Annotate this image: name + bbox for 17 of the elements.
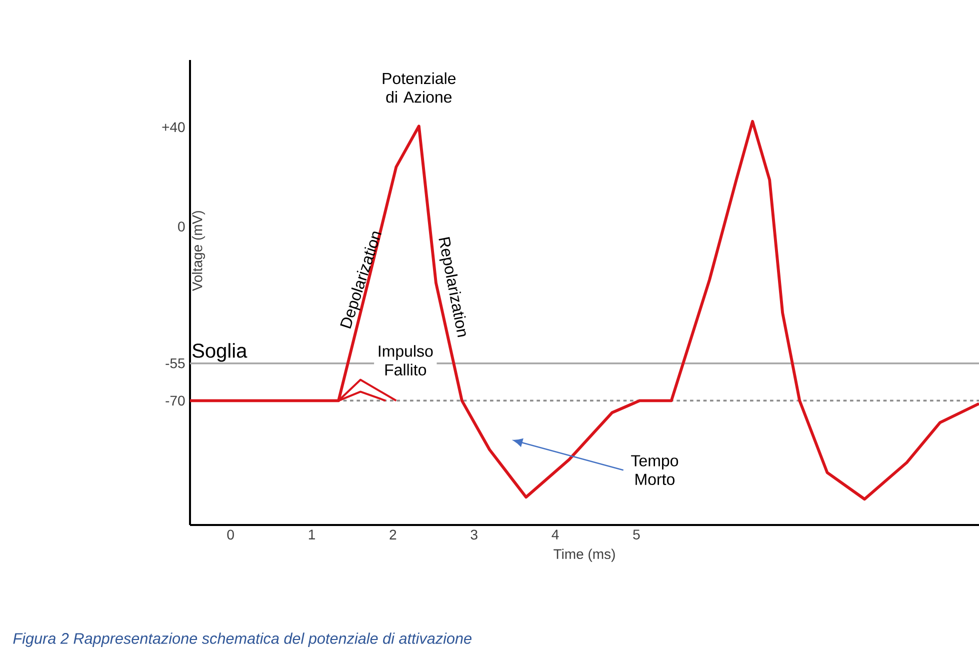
y-tick-label: +40	[162, 122, 185, 132]
y-tick-label: -55	[166, 358, 185, 368]
x-tick-label: 2	[390, 530, 396, 540]
x-tick-label: 3	[470, 530, 478, 540]
x-tick-label: 0	[227, 530, 234, 540]
y-tick-label: -70	[166, 396, 185, 406]
ref-line-label: Soglia	[192, 343, 248, 362]
annotation: Potenziale di Azione	[382, 72, 456, 103]
x-axis-title: Time (ms)	[554, 548, 615, 562]
y-axis-title: Voltage (mV)	[192, 211, 206, 292]
annotation: Impulso Fallito	[378, 345, 433, 376]
x-tick-label: 1	[308, 530, 315, 540]
y-tick-label: 0	[178, 222, 185, 232]
x-tick-label: 4	[552, 530, 559, 540]
annotation: Tempo Morto	[631, 455, 678, 486]
text: Figura 2 Rappresentazione schematica del potenziale di attivazione	[13, 632, 472, 647]
x-tick-label: 5	[633, 530, 640, 540]
